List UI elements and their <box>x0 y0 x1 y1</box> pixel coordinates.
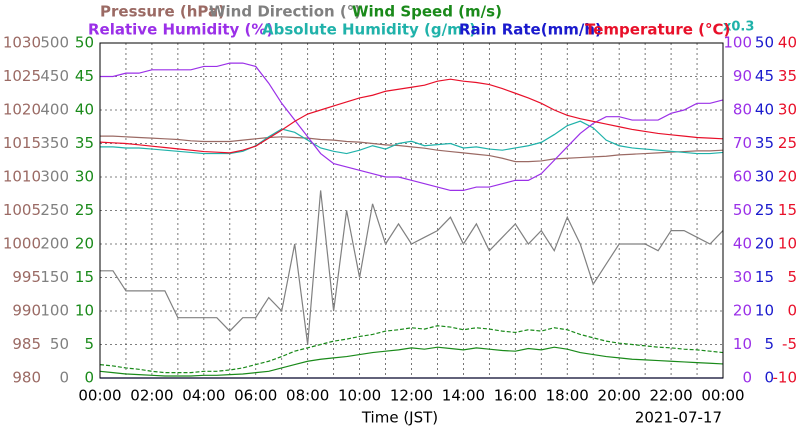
series-line <box>100 120 724 155</box>
y-tick-label: 50 <box>75 34 94 52</box>
y-tick-label: 50 <box>755 34 774 52</box>
y-tick-label: 30 <box>755 168 774 186</box>
y-tick-label: 30 <box>733 268 752 286</box>
y-tick-label: 15 <box>755 268 774 286</box>
y-tick-label: 300 <box>40 168 69 186</box>
x-tick-label: 10:00 <box>338 387 381 405</box>
y-tick-label: 100 <box>723 34 752 52</box>
x-tick-label: 08:00 <box>286 387 329 405</box>
y-tick-label: 80 <box>733 101 752 119</box>
x-tick-label: 14:00 <box>442 387 485 405</box>
series-line <box>99 325 724 374</box>
y-tick-label: 30 <box>75 168 94 186</box>
series-line <box>99 78 724 154</box>
y-tick-label: 0 <box>84 369 94 387</box>
y-tick-label: 5 <box>787 268 797 286</box>
y-tick-label: 70 <box>733 134 752 152</box>
y-tick-label: 40 <box>733 235 752 253</box>
x-tick-label: 06:00 <box>234 387 277 405</box>
y-tick-label: 995 <box>12 268 41 286</box>
x-tick-label: 02:00 <box>130 387 173 405</box>
x-tick-label: 18:00 <box>546 387 589 405</box>
legend-label: Wind Speed (m/s) <box>352 3 502 21</box>
y-tick-label: 20 <box>733 302 752 320</box>
series-line <box>100 62 724 191</box>
y-tick-label: 150 <box>40 268 69 286</box>
y-tick-label: 45 <box>755 67 774 85</box>
y-tick-label: 500 <box>40 34 69 52</box>
y-tick-label: 350 <box>40 134 69 152</box>
legend-label: Absolute Humidity (g/m³) <box>262 21 476 39</box>
legend-label: Wind Direction (°) <box>209 3 361 21</box>
y-tick-label: 985 <box>12 335 41 353</box>
y-tick-label: 1030 <box>3 34 41 52</box>
y-tick-label: 40 <box>755 101 774 119</box>
y-tick-label: 50 <box>733 201 752 219</box>
y-tick-label: 990 <box>12 302 41 320</box>
y-tick-label: 980 <box>12 369 41 387</box>
y-tick-label: 35 <box>778 67 797 85</box>
y-tick-label: 15 <box>75 268 94 286</box>
y-tick-label: 0 <box>764 369 774 387</box>
series-line <box>100 135 724 163</box>
y-tick-label: 40 <box>75 101 94 119</box>
x-tick-label: 04:00 <box>182 387 225 405</box>
y-tick-label: 0 <box>59 369 69 387</box>
x-axis-label: Time (JST) <box>361 409 438 427</box>
y-tick-label: 5 <box>84 335 94 353</box>
y-tick-label: 90 <box>733 67 752 85</box>
y-tick-label: 450 <box>40 67 69 85</box>
y-tick-label: 1010 <box>3 168 41 186</box>
y-tick-label: 250 <box>40 201 69 219</box>
y-tick-label: 10 <box>75 302 94 320</box>
y-tick-label: 25 <box>755 201 774 219</box>
y-tick-label: 1000 <box>3 235 41 253</box>
x-tick-label: 12:00 <box>390 387 433 405</box>
y-tick-label: 100 <box>40 302 69 320</box>
y-tick-label: 25 <box>75 201 94 219</box>
y-tick-label: 15 <box>778 201 797 219</box>
y-tick-label: 10 <box>733 335 752 353</box>
y-tick-label: 1020 <box>3 101 41 119</box>
legend-label: Pressure (hPa) <box>100 3 225 21</box>
y-tick-label: 40 <box>778 34 797 52</box>
y-tick-label: 25 <box>778 134 797 152</box>
series-line <box>99 346 724 377</box>
x-tick-label: 00:00 <box>78 387 121 405</box>
y-tick-label: 35 <box>755 134 774 152</box>
y-tick-label: 5 <box>764 335 774 353</box>
y-tick-label: 35 <box>75 134 94 152</box>
y-tick-label: 20 <box>755 235 774 253</box>
y-tick-label: 45 <box>75 67 94 85</box>
legend-label: Temperature (°C) <box>585 21 730 39</box>
series-line <box>100 190 724 345</box>
y-tick-label: 1005 <box>3 201 41 219</box>
y-tick-label: 0 <box>787 302 797 320</box>
y-tick-label: 0 <box>742 369 752 387</box>
date-label: 2021-07-17 <box>635 409 722 427</box>
x-tick-label: 00:00 <box>701 387 744 405</box>
scale-note: x0.3 <box>723 20 754 35</box>
y-tick-label: 10 <box>755 302 774 320</box>
y-tick-label: 200 <box>40 235 69 253</box>
x-tick-label: 16:00 <box>494 387 537 405</box>
plot-frame <box>99 42 724 379</box>
x-tick-label: 22:00 <box>649 387 692 405</box>
y-tick-label: 20 <box>75 235 94 253</box>
y-tick-label: -5 <box>782 335 797 353</box>
y-tick-label: 60 <box>733 168 752 186</box>
y-tick-label: 20 <box>778 168 797 186</box>
y-tick-label: 10 <box>778 235 797 253</box>
legend-label: Relative Humidity (%) <box>88 21 273 39</box>
legend-label: Rain Rate(mm/h) <box>459 21 602 39</box>
y-tick-label: 1025 <box>3 67 41 85</box>
y-tick-label: 400 <box>40 101 69 119</box>
y-tick-label: -10 <box>773 369 798 387</box>
x-tick-label: 20:00 <box>598 387 641 405</box>
y-tick-label: 30 <box>778 101 797 119</box>
y-tick-label: 50 <box>50 335 69 353</box>
y-tick-label: 1015 <box>3 134 41 152</box>
